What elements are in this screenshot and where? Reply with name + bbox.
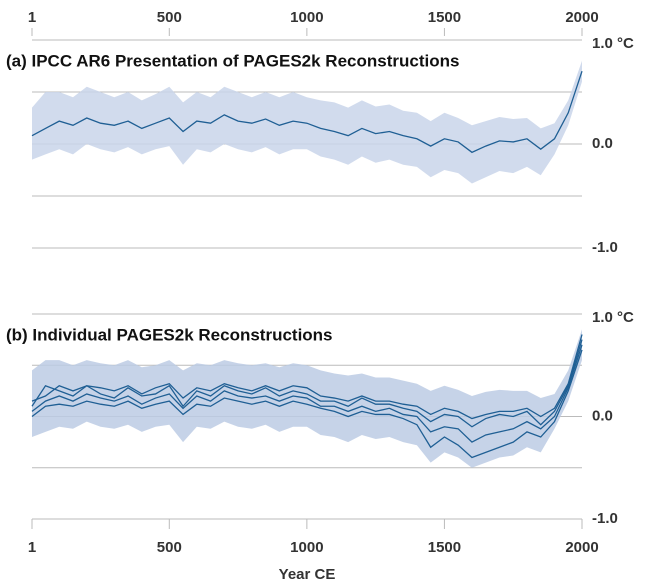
y-tick-label: 1.0 °C bbox=[592, 309, 634, 326]
x-tick-label: 2000 bbox=[565, 9, 598, 26]
y-tick-label: -1.0 bbox=[592, 510, 618, 527]
x-axis-label: Year CE bbox=[279, 566, 336, 583]
x-tick-label: 1 bbox=[28, 539, 36, 556]
y-tick-label: -1.0 bbox=[592, 239, 618, 256]
series-line bbox=[31, 344, 583, 443]
series-line bbox=[31, 334, 583, 420]
x-tick-label: 1000 bbox=[290, 9, 323, 26]
series-line bbox=[31, 339, 583, 428]
x-tick-label: 1000 bbox=[290, 539, 323, 556]
y-tick-label: 0.0 bbox=[592, 135, 613, 152]
chart-title: (a) IPCC AR6 Presentation of PAGES2k Rec… bbox=[6, 51, 459, 70]
x-tick-label: 1500 bbox=[428, 539, 461, 556]
uncertainty-band bbox=[32, 60, 582, 184]
x-tick-label: 500 bbox=[157, 9, 182, 26]
chart-title: (b) Individual PAGES2k Reconstructions bbox=[6, 325, 333, 344]
x-tick-label: 500 bbox=[157, 539, 182, 556]
x-tick-label: 1500 bbox=[428, 9, 461, 26]
x-tick-label: 1 bbox=[28, 9, 36, 26]
y-tick-label: 0.0 bbox=[592, 407, 613, 424]
x-tick-label: 2000 bbox=[565, 539, 598, 556]
series-line bbox=[31, 349, 583, 459]
series-line bbox=[31, 70, 583, 154]
y-tick-label: 1.0 °C bbox=[592, 35, 634, 52]
